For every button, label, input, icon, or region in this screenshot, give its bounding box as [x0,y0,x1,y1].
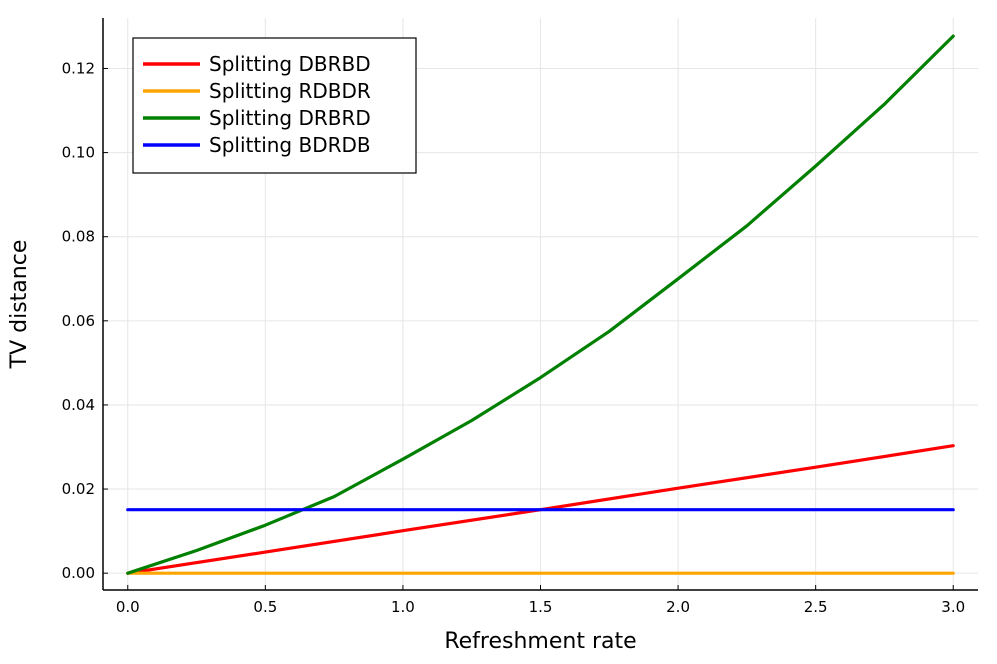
legend: Splitting DBRBD Splitting RDBDR Splitting … [132,37,417,174]
x-tick-label: 1.0 [391,598,415,616]
legend-box [132,37,417,174]
legend-label: Splitting BDRDB [209,133,371,157]
x-tick-label: 2.5 [804,598,828,616]
y-tick-label: 0.12 [62,59,95,77]
x-tick-label: 2.0 [666,598,690,616]
series-line [126,34,955,575]
y-tick-label: 0.00 [62,564,95,582]
x-ticks: 0.0 0.5 1.0 1.5 2.0 2.5 3.0 [116,585,965,616]
y-axis-title: TV distance [7,240,32,370]
series-layer [126,34,955,575]
y-tick-label: 0.04 [62,396,95,414]
legend-label: Splitting RDBDR [209,79,371,103]
y-tick-label: 0.06 [62,312,95,330]
x-tick-label: 1.5 [529,598,553,616]
legend-label: Splitting DRBRD [209,106,371,130]
x-tick-label: 3.0 [941,598,965,616]
y-ticks: 0.00 0.02 0.04 0.06 0.08 0.10 0.12 [62,59,108,582]
x-tick-label: 0.5 [253,598,277,616]
y-tick-label: 0.02 [62,480,95,498]
y-tick-label: 0.10 [62,144,95,162]
x-tick-label: 0.0 [116,598,140,616]
x-axis-title: Refreshment rate [444,629,636,654]
legend-label: Splitting DBRBD [209,52,371,76]
y-tick-label: 0.08 [62,228,95,246]
